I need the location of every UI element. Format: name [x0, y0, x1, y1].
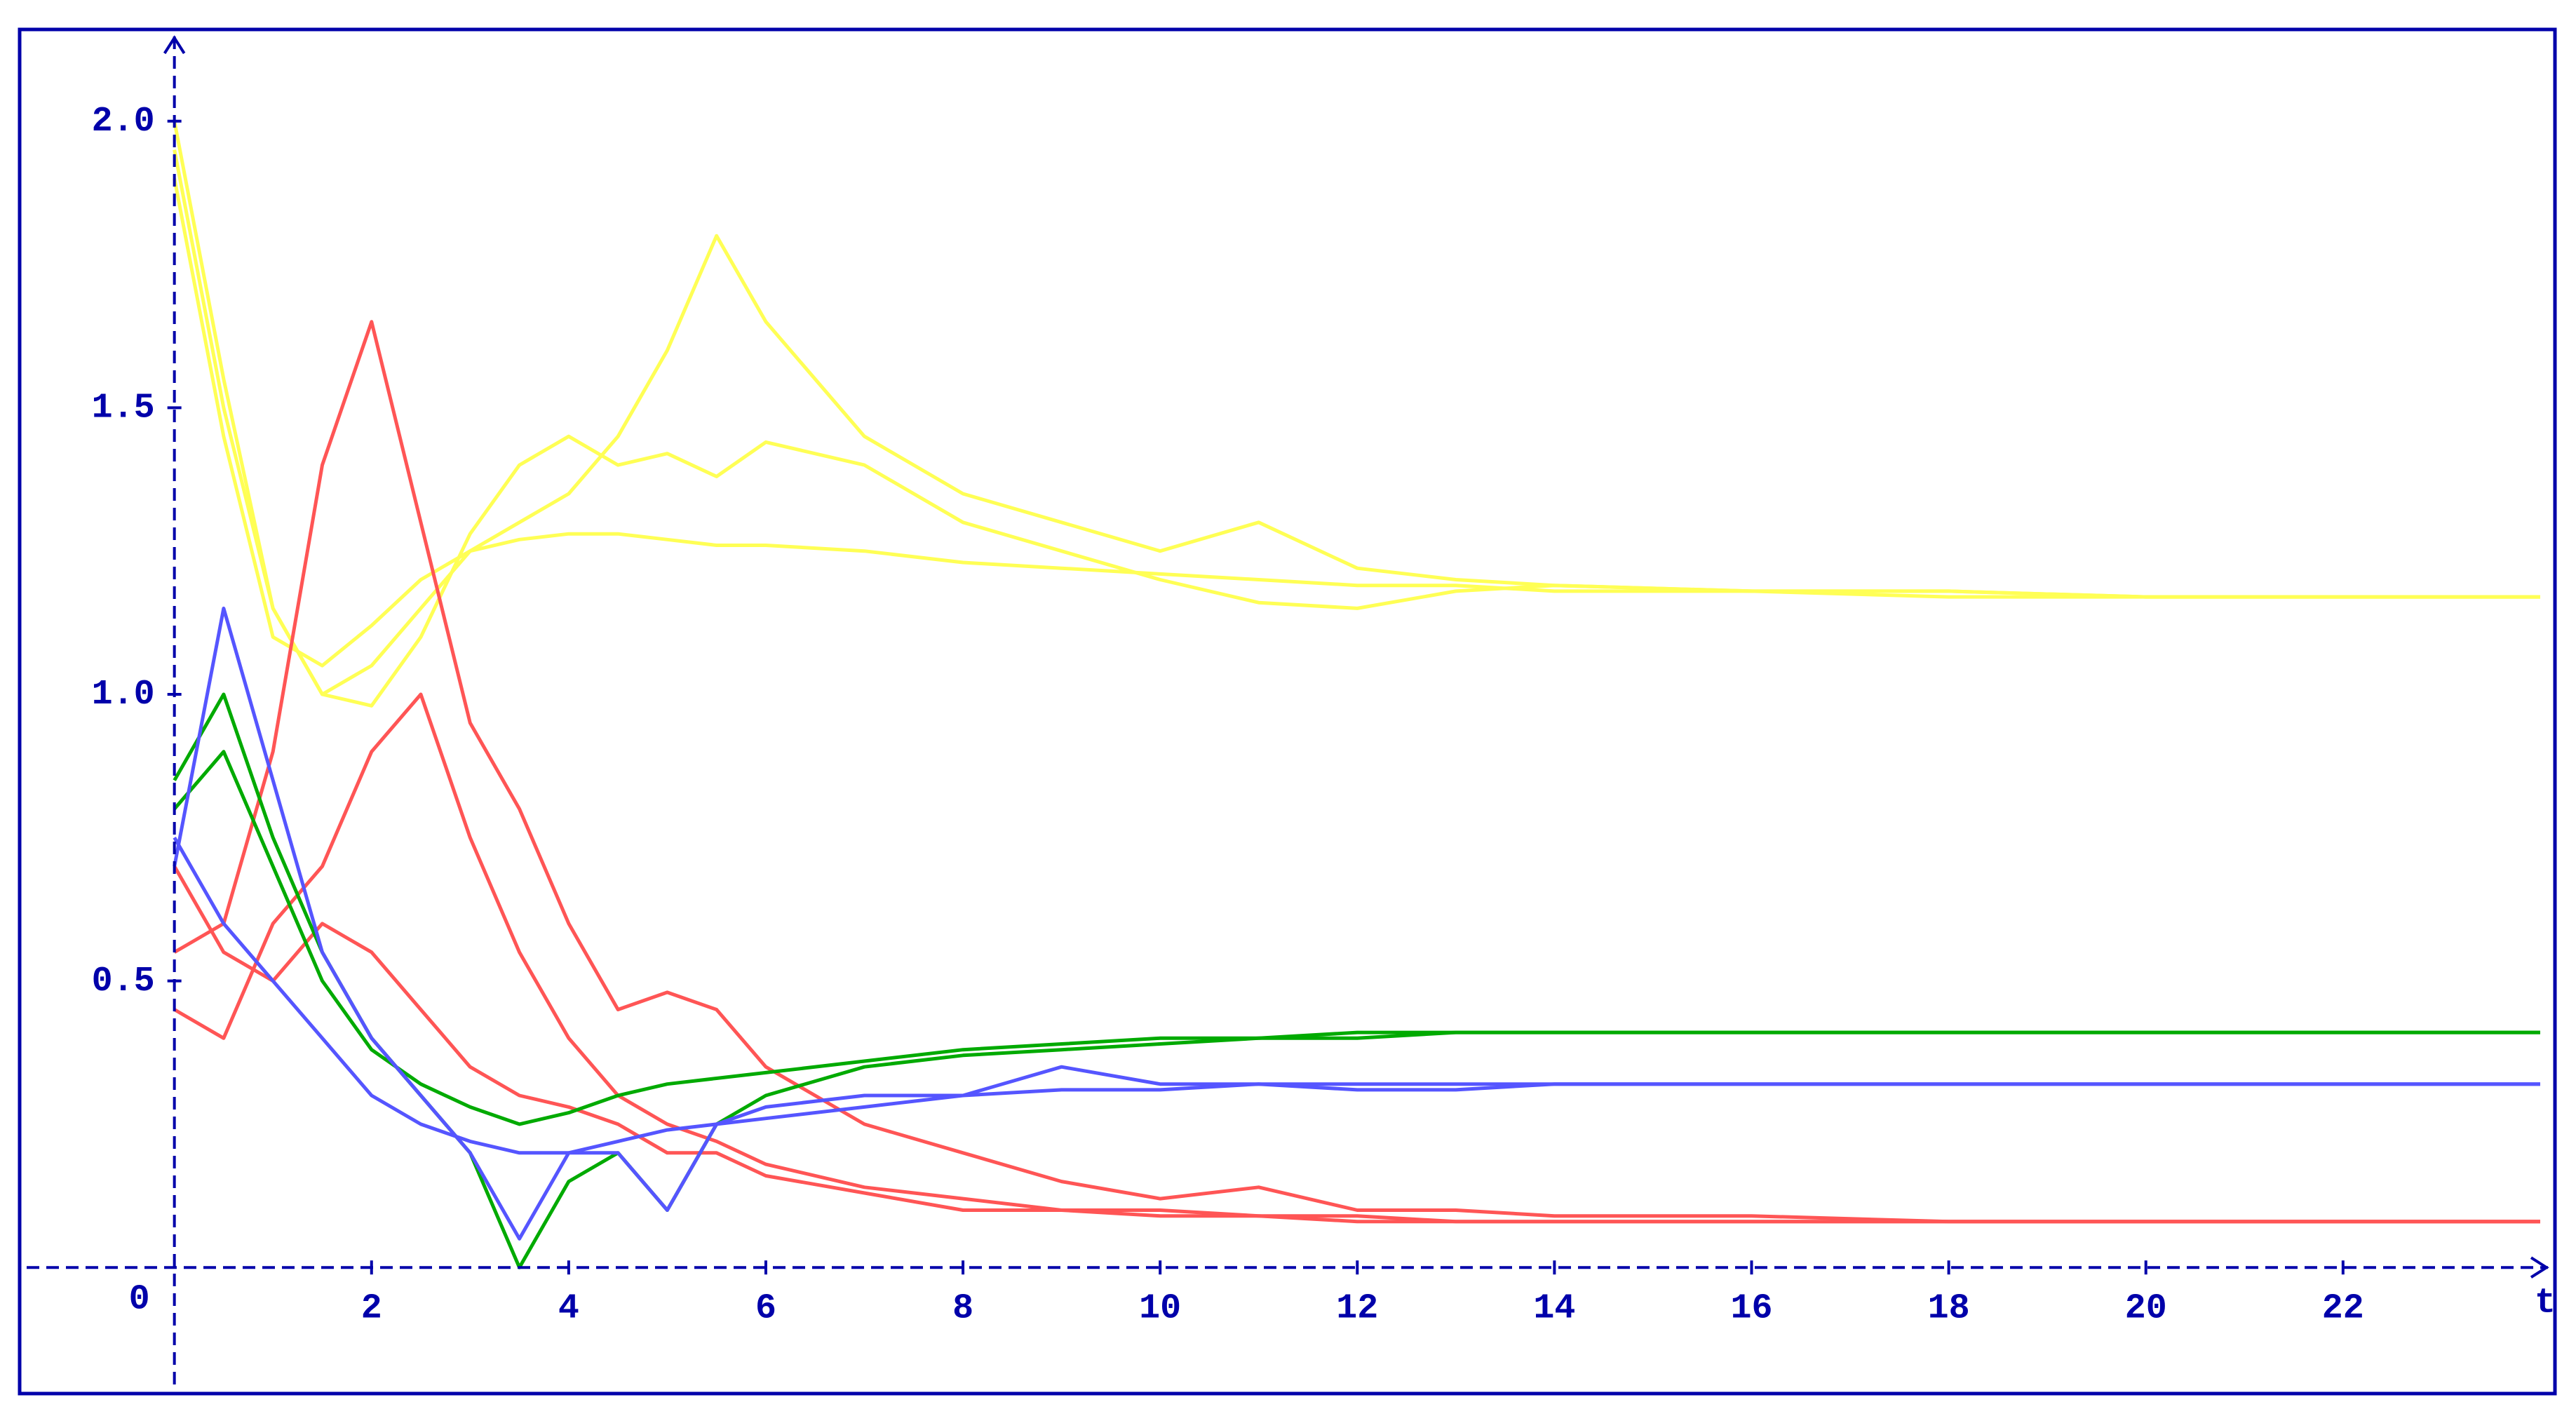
x-tick-label: 2 — [361, 1288, 382, 1328]
y-axis-arrow — [163, 35, 186, 55]
x-tick-label: 10 — [1139, 1288, 1181, 1328]
x-tick-label: 20 — [2125, 1288, 2167, 1328]
x-tick-label: 22 — [2322, 1288, 2364, 1328]
x-axis-label: t — [2535, 1283, 2556, 1323]
x-tick-label: 4 — [558, 1288, 579, 1328]
series-line — [173, 865, 2540, 1224]
series-line — [173, 750, 2540, 1126]
x-tick-label: 8 — [952, 1288, 973, 1328]
y-tick-label: 0.5 — [92, 962, 155, 1002]
y-tick-label: 1.0 — [92, 675, 155, 715]
plot-frame — [18, 27, 2557, 1396]
series-line — [173, 320, 2540, 1224]
series-line — [173, 149, 2540, 708]
x-tick-label: 16 — [1730, 1288, 1772, 1328]
y-tick-label: 2.0 — [92, 102, 155, 142]
x-axis-arrow — [2530, 1256, 2549, 1279]
x-tick-label: 6 — [755, 1288, 776, 1328]
x-tick-label: 12 — [1336, 1288, 1378, 1328]
series-line — [173, 837, 2540, 1155]
x-tick-label: 18 — [1928, 1288, 1970, 1328]
x-tick-label: 14 — [1533, 1288, 1575, 1328]
y-tick-label: 1.5 — [92, 389, 155, 429]
origin-label: 0 — [129, 1279, 150, 1319]
